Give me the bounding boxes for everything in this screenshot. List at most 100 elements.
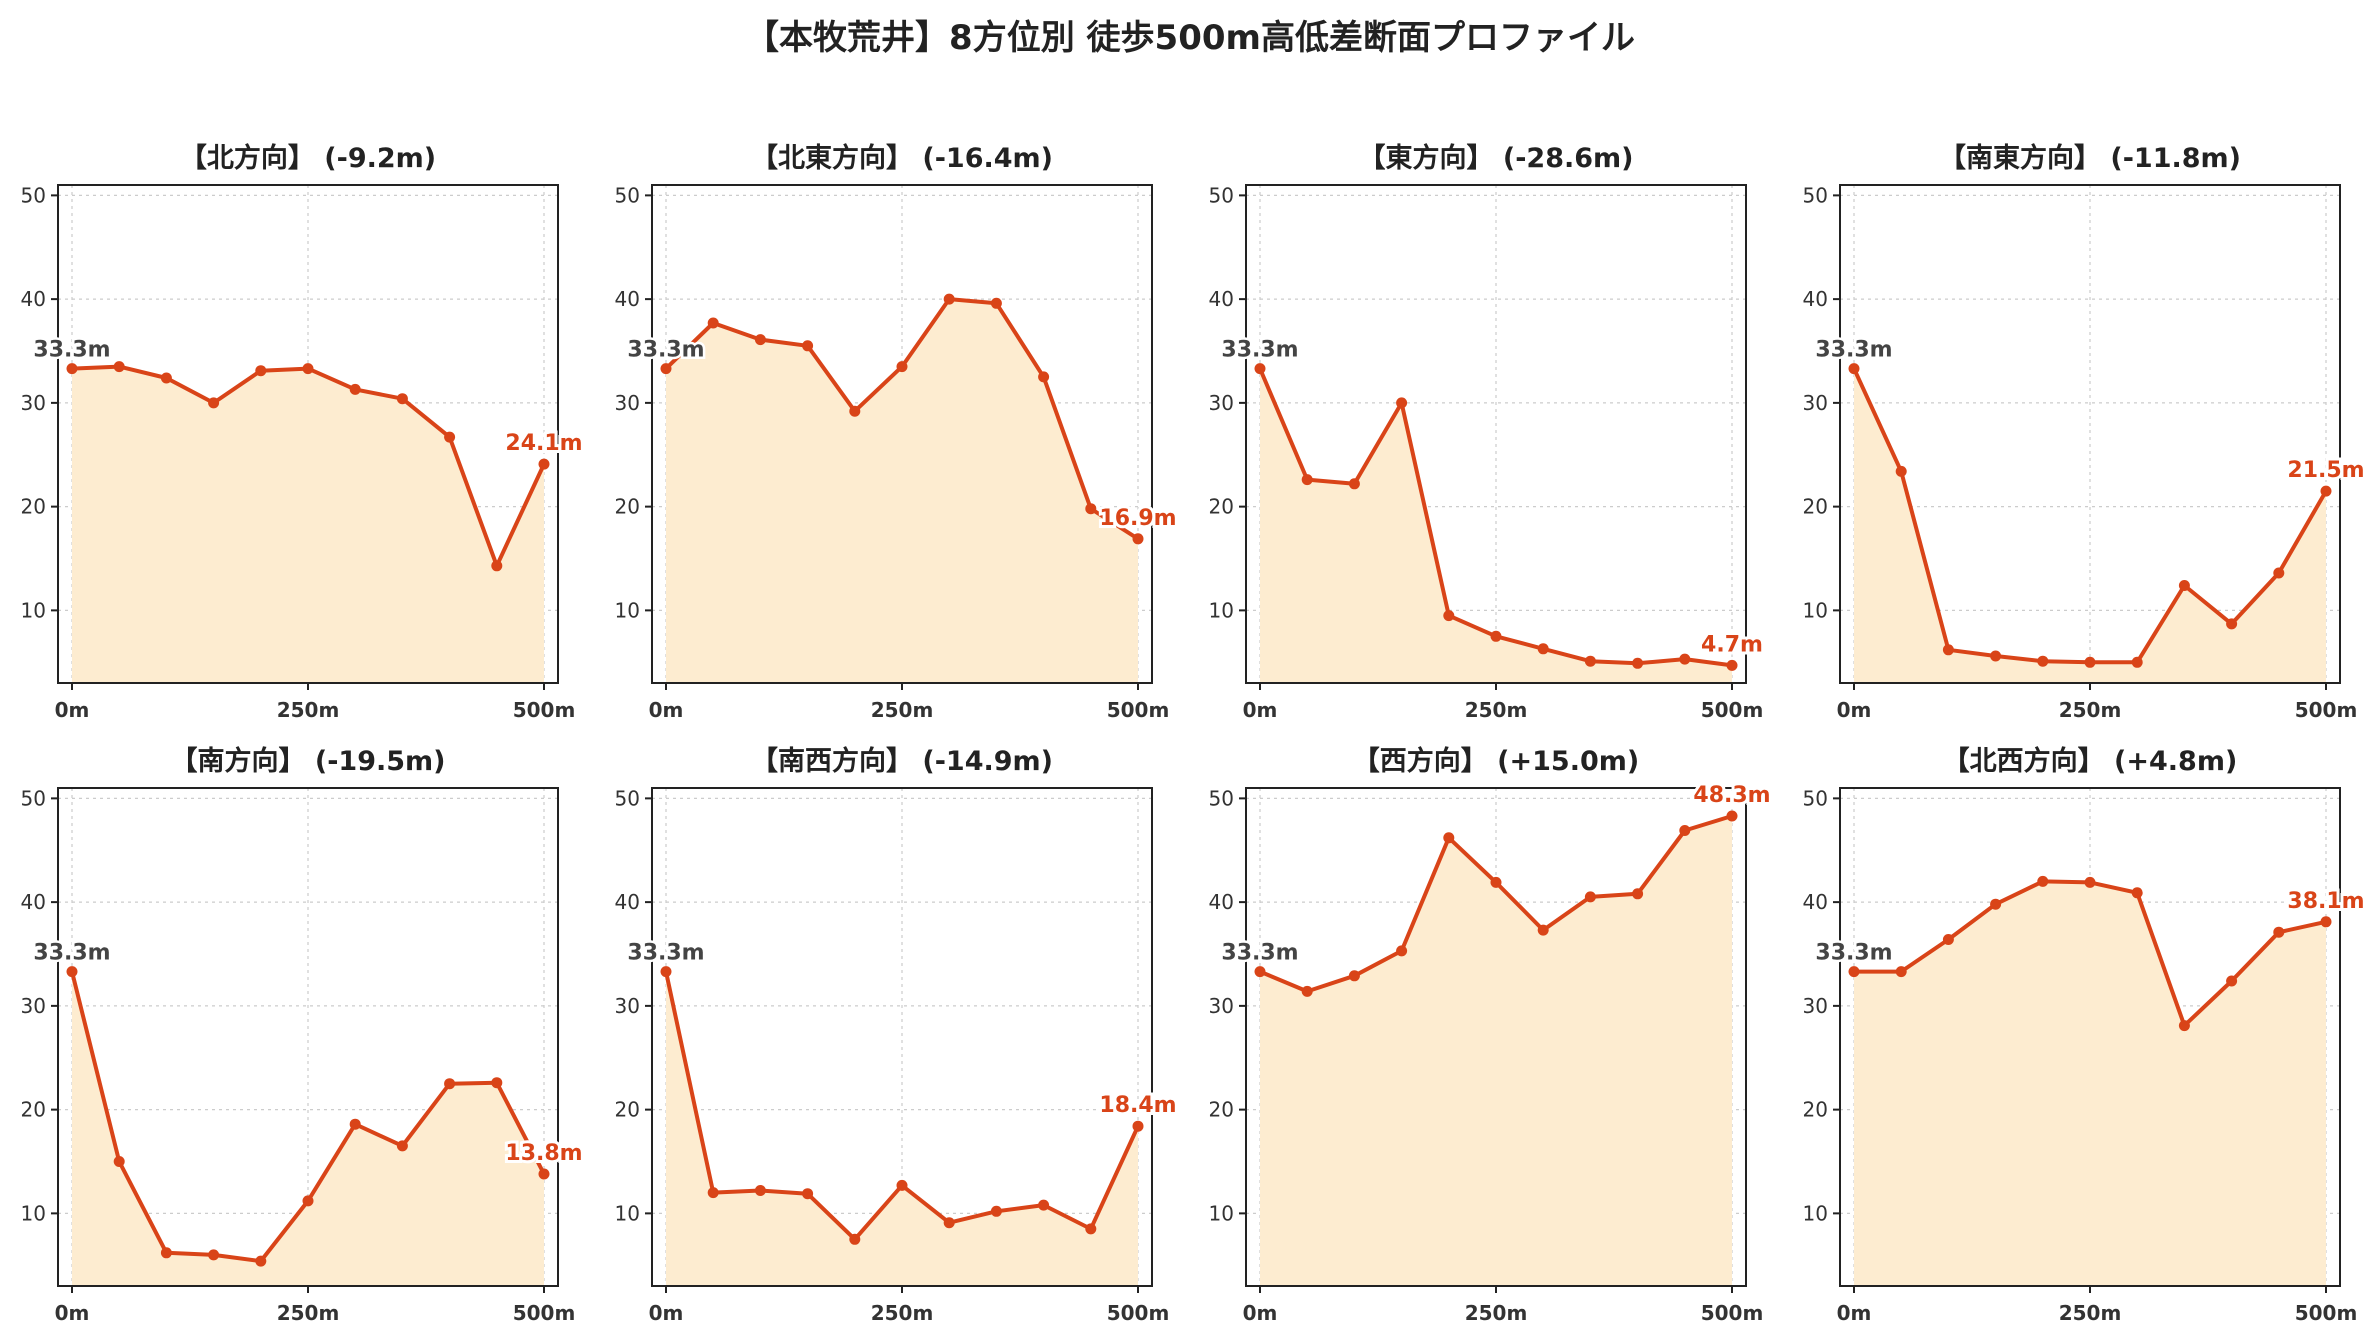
y-tick-label: 40	[615, 890, 640, 914]
profile-point	[1584, 891, 1596, 903]
profile-point	[849, 405, 861, 417]
y-tick-label: 30	[1803, 391, 1828, 415]
profile-point	[1942, 644, 1954, 656]
profile-point	[2320, 916, 2332, 928]
profile-area	[666, 971, 1138, 1286]
end-elevation-label: 21.5m	[2287, 458, 2364, 483]
x-tick-label: 0m	[55, 1301, 90, 1325]
y-tick-label: 50	[21, 183, 46, 207]
x-tick-label: 0m	[55, 698, 90, 722]
y-tick-label: 50	[21, 786, 46, 810]
y-tick-label: 40	[615, 287, 640, 311]
x-tick-label: 0m	[1837, 1301, 1872, 1325]
profile-point	[1990, 650, 2002, 662]
profile-point	[754, 1185, 766, 1196]
profile-point	[66, 966, 78, 978]
profile-area	[1854, 881, 2326, 1286]
profile-point	[1490, 876, 1502, 888]
profile-point	[1348, 970, 1360, 982]
start-elevation-label: 33.3m	[33, 338, 110, 363]
x-tick-label: 500m	[1107, 1301, 1170, 1325]
profile-point	[990, 297, 1002, 309]
profile-point	[1537, 643, 1549, 655]
profile-point	[349, 1118, 361, 1130]
end-elevation-label: 24.1m	[505, 431, 582, 456]
profile-point	[302, 363, 314, 375]
profile-point	[849, 1233, 861, 1245]
profile-point	[1443, 610, 1455, 622]
y-tick-label: 10	[21, 1201, 46, 1225]
profile-point	[1679, 653, 1691, 665]
profile-point	[2273, 926, 2285, 938]
profile-point	[1085, 503, 1097, 515]
x-tick-label: 500m	[1107, 698, 1170, 722]
profile-area	[72, 971, 544, 1286]
profile-point	[943, 1217, 955, 1229]
profile-point	[1085, 1223, 1097, 1235]
end-elevation-label: 38.1m	[2287, 889, 2364, 914]
y-tick-label: 20	[1209, 495, 1234, 519]
start-elevation-label: 33.3m	[1221, 941, 1298, 966]
panel-title: 【南方向】 (-19.5m)	[170, 745, 445, 777]
profile-point	[2131, 887, 2143, 899]
y-tick-label: 50	[1209, 786, 1234, 810]
profile-point	[160, 1247, 172, 1259]
profile-point	[2226, 618, 2238, 630]
profile-point	[990, 1205, 1002, 1217]
y-tick-label: 40	[21, 890, 46, 914]
profile-point	[66, 363, 78, 375]
y-tick-label: 30	[1209, 994, 1234, 1018]
panel-title: 【東方向】 (-28.6m)	[1358, 142, 1633, 174]
profile-area	[1854, 368, 2326, 683]
y-tick-label: 40	[1803, 287, 1828, 311]
profile-point	[1848, 966, 1860, 978]
x-tick-label: 500m	[513, 698, 576, 722]
y-tick-label: 50	[1803, 183, 1828, 207]
profile-point	[1254, 966, 1266, 978]
start-elevation-label: 33.3m	[627, 338, 704, 363]
profile-point	[208, 1249, 220, 1261]
y-tick-label: 10	[615, 598, 640, 622]
profile-point	[491, 1077, 503, 1089]
y-tick-label: 50	[615, 183, 640, 207]
profile-point	[660, 966, 672, 978]
profile-point	[896, 1179, 908, 1191]
panel-title: 【南東方向】 (-11.8m)	[1939, 142, 2241, 174]
y-tick-label: 30	[21, 391, 46, 415]
panel-title: 【北方向】 (-9.2m)	[180, 142, 436, 174]
page-title: 【本牧荒井】8方位別 徒歩500m高低差断面プロファイル	[745, 18, 1635, 58]
profile-point	[754, 334, 766, 346]
y-tick-label: 40	[1209, 890, 1234, 914]
y-tick-label: 20	[21, 495, 46, 519]
profile-point	[113, 361, 125, 373]
profile-point	[1490, 630, 1502, 642]
profile-point	[538, 1168, 550, 1180]
y-tick-label: 50	[1209, 183, 1234, 207]
profile-point	[1895, 465, 1907, 477]
x-tick-label: 250m	[871, 698, 934, 722]
x-tick-label: 0m	[1243, 698, 1278, 722]
y-tick-label: 40	[1803, 890, 1828, 914]
profile-point	[1396, 945, 1408, 957]
y-tick-label: 10	[1209, 1201, 1234, 1225]
y-tick-label: 20	[1803, 1098, 1828, 1122]
profile-point	[1632, 888, 1644, 900]
profile-area	[72, 366, 544, 683]
profile-point	[2084, 656, 2096, 668]
x-tick-label: 0m	[1243, 1301, 1278, 1325]
x-tick-label: 500m	[2295, 1301, 2358, 1325]
profile-point	[1038, 1199, 1050, 1211]
end-elevation-label: 4.7m	[1701, 632, 1763, 657]
start-elevation-label: 33.3m	[1221, 338, 1298, 363]
x-tick-label: 250m	[277, 1301, 340, 1325]
end-elevation-label: 18.4m	[1099, 1093, 1176, 1118]
profile-point	[1443, 832, 1455, 844]
profile-point	[113, 1156, 125, 1167]
profile-point	[1990, 898, 2002, 910]
profile-point	[943, 293, 955, 305]
profile-point	[1396, 397, 1408, 409]
profile-point	[538, 458, 550, 470]
profile-point	[660, 363, 672, 375]
end-elevation-label: 48.3m	[1693, 783, 1770, 808]
